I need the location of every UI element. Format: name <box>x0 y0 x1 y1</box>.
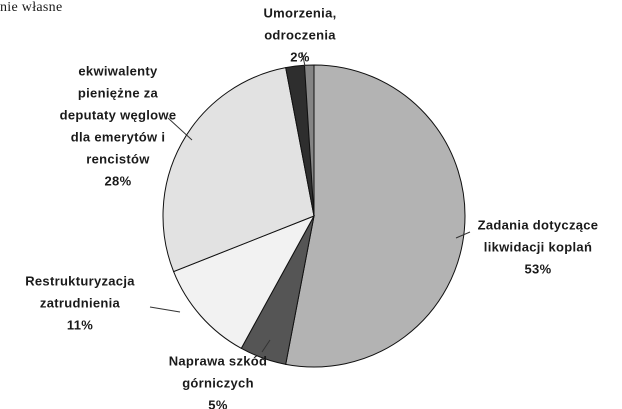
leader-line <box>455 231 471 239</box>
leader-line <box>149 306 181 313</box>
slice-label: Restrukturyzacja <box>25 273 135 288</box>
slice-label: pieniężne za <box>78 85 159 100</box>
value-label: 2% <box>290 49 310 64</box>
leader-line <box>301 51 306 67</box>
pie-slice <box>162 67 315 273</box>
chart-title: nie własne <box>0 0 62 15</box>
slice-label: ekwiwalenty <box>78 63 158 78</box>
slice-label: dla emerytów i <box>71 129 166 144</box>
slice-label: deputaty węglowe <box>60 107 177 122</box>
slice-label: Naprawa szkód <box>169 353 268 368</box>
leader-line <box>167 117 193 141</box>
slice-label: Umorzenia, <box>263 5 336 20</box>
slice-label: rencistów <box>86 151 150 166</box>
slice-label: górniczych <box>182 375 254 390</box>
slice-label: likwidacji koplań <box>484 239 592 254</box>
slice-label: Zadania dotyczące <box>478 217 599 232</box>
pie-slice <box>172 215 316 350</box>
pie-slice <box>285 64 466 368</box>
value-label: 5% <box>208 397 228 409</box>
slice-label: zatrudnienia <box>40 295 121 310</box>
value-label: 11% <box>67 317 93 332</box>
slice-label: odroczenia <box>264 27 336 42</box>
leader-line <box>261 339 271 353</box>
value-label: 28% <box>105 173 132 188</box>
value-label: 53% <box>525 261 552 276</box>
